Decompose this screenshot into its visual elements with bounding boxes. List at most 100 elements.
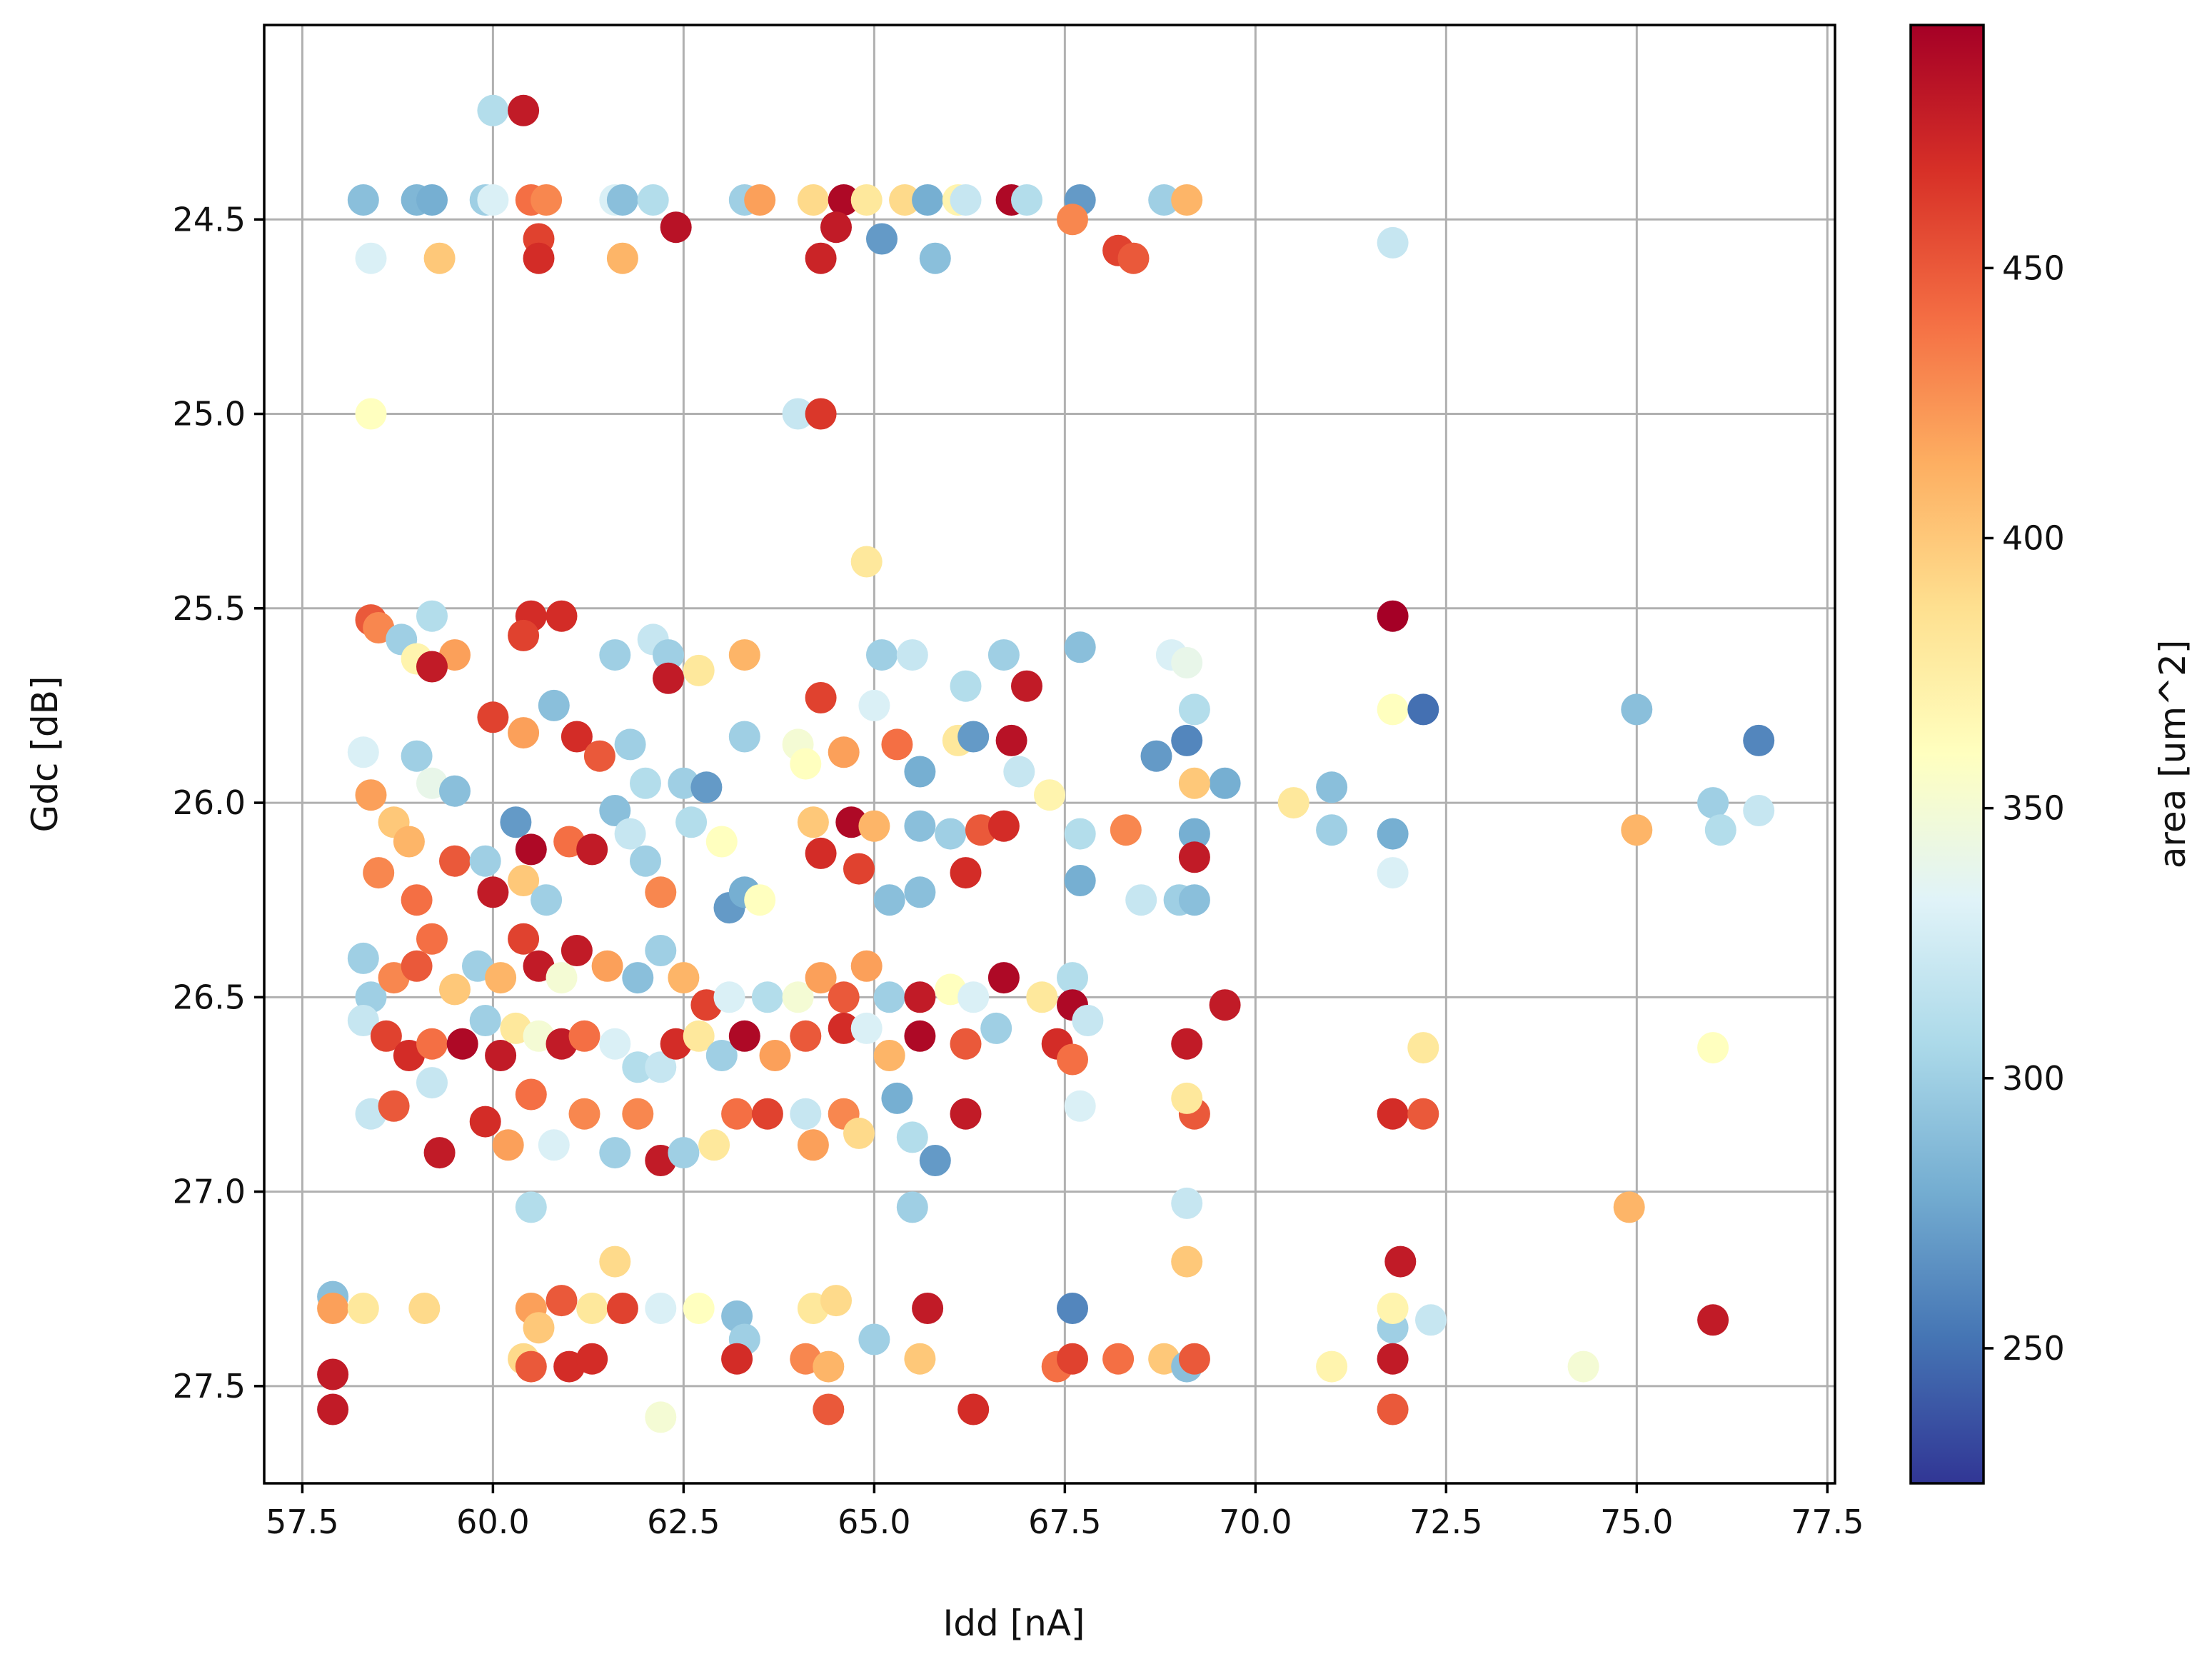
data-point — [957, 721, 990, 753]
data-point — [1697, 1032, 1729, 1064]
data-point — [828, 184, 860, 216]
data-point — [919, 1145, 951, 1176]
data-point — [751, 981, 783, 1013]
data-point — [805, 682, 837, 713]
data-point — [1567, 1350, 1599, 1383]
data-point — [1057, 204, 1088, 236]
data-point — [645, 1293, 677, 1324]
data-point — [1415, 1304, 1447, 1336]
data-point — [805, 962, 837, 994]
data-point — [950, 1028, 982, 1060]
y-tick-label: 25.5 — [173, 589, 246, 628]
data-point — [950, 857, 982, 889]
data-point — [904, 1020, 936, 1052]
data-point — [416, 651, 448, 683]
data-point — [1140, 740, 1172, 772]
data-point — [1171, 647, 1203, 678]
data-point — [1377, 1293, 1409, 1324]
data-point — [782, 981, 814, 1013]
y-tick-label: 27.0 — [173, 1173, 246, 1211]
data-point — [538, 689, 570, 721]
data-point — [690, 771, 723, 803]
x-tick-label: 65.0 — [838, 1503, 910, 1541]
data-point — [599, 1137, 631, 1169]
data-point — [1171, 1082, 1203, 1114]
data-point — [904, 876, 936, 908]
data-point — [1209, 989, 1241, 1021]
data-point — [728, 639, 760, 671]
data-point — [668, 1137, 700, 1169]
data-point — [614, 818, 646, 850]
data-point — [1102, 1343, 1135, 1375]
colorbar-tick-label: 400 — [2002, 518, 2065, 557]
data-point — [546, 1285, 578, 1317]
data-point — [355, 779, 387, 811]
data-point — [508, 717, 540, 749]
y-tick-label: 25.0 — [173, 395, 246, 433]
data-point — [645, 1401, 677, 1433]
data-point — [546, 962, 578, 994]
data-point — [477, 94, 509, 126]
data-point — [515, 1191, 547, 1223]
colorbar-tick-label: 250 — [2002, 1329, 2065, 1368]
data-point — [1057, 1343, 1088, 1375]
data-point — [531, 184, 563, 216]
data-point — [873, 1040, 905, 1071]
data-point — [1621, 814, 1653, 846]
data-point — [813, 1350, 845, 1383]
colorbar-tick-label: 300 — [2002, 1059, 2065, 1098]
data-point — [439, 845, 471, 877]
data-point — [797, 1129, 829, 1161]
data-point — [1011, 184, 1042, 216]
data-point — [950, 184, 982, 216]
data-point — [1125, 884, 1157, 916]
data-point — [850, 1012, 883, 1044]
data-point — [904, 981, 936, 1013]
data-point — [728, 1020, 760, 1052]
x-axis: 57.5 60.0 62.5 65.0 67.5 70.0 72.5 75.0 77.5 — [266, 1483, 1864, 1541]
data-point — [500, 806, 532, 838]
data-point — [919, 242, 951, 274]
data-point — [698, 1129, 730, 1161]
y-tick-label: 27.5 — [173, 1367, 246, 1405]
data-point — [591, 950, 623, 982]
data-point — [805, 242, 837, 274]
data-point — [622, 1051, 654, 1083]
data-point — [568, 1020, 600, 1052]
data-point — [477, 876, 509, 908]
data-point — [881, 1082, 913, 1114]
x-tick-label: 67.5 — [1028, 1503, 1101, 1541]
data-point — [423, 1137, 456, 1169]
data-point — [843, 853, 875, 885]
data-point — [347, 184, 379, 216]
data-point — [1377, 818, 1409, 850]
data-point — [912, 1293, 944, 1324]
data-point — [531, 884, 563, 916]
data-point — [713, 981, 745, 1013]
data-point — [1064, 631, 1096, 663]
data-point — [515, 833, 547, 866]
data-point — [469, 845, 501, 877]
data-point — [645, 1051, 677, 1083]
data-point — [1026, 981, 1058, 1013]
data-point — [1034, 779, 1065, 811]
data-point — [1316, 771, 1348, 803]
data-point — [1011, 670, 1042, 702]
data-point — [744, 884, 776, 916]
data-point — [576, 1343, 608, 1375]
data-point — [850, 546, 883, 578]
data-point — [622, 1098, 654, 1130]
data-point — [1621, 693, 1653, 726]
data-point — [1209, 767, 1241, 799]
y-axis: 24.5 25.0 25.5 26.0 26.5 27.0 27.5 — [173, 200, 264, 1405]
data-point — [1064, 1090, 1096, 1122]
data-point — [599, 1028, 631, 1060]
data-point — [606, 242, 638, 274]
data-point — [904, 1343, 936, 1375]
data-point — [1377, 226, 1409, 259]
data-point — [896, 639, 928, 671]
x-axis-title: Idd [nA] — [942, 1603, 1085, 1644]
data-point — [560, 721, 593, 753]
data-point — [957, 981, 990, 1013]
data-point — [416, 923, 448, 955]
